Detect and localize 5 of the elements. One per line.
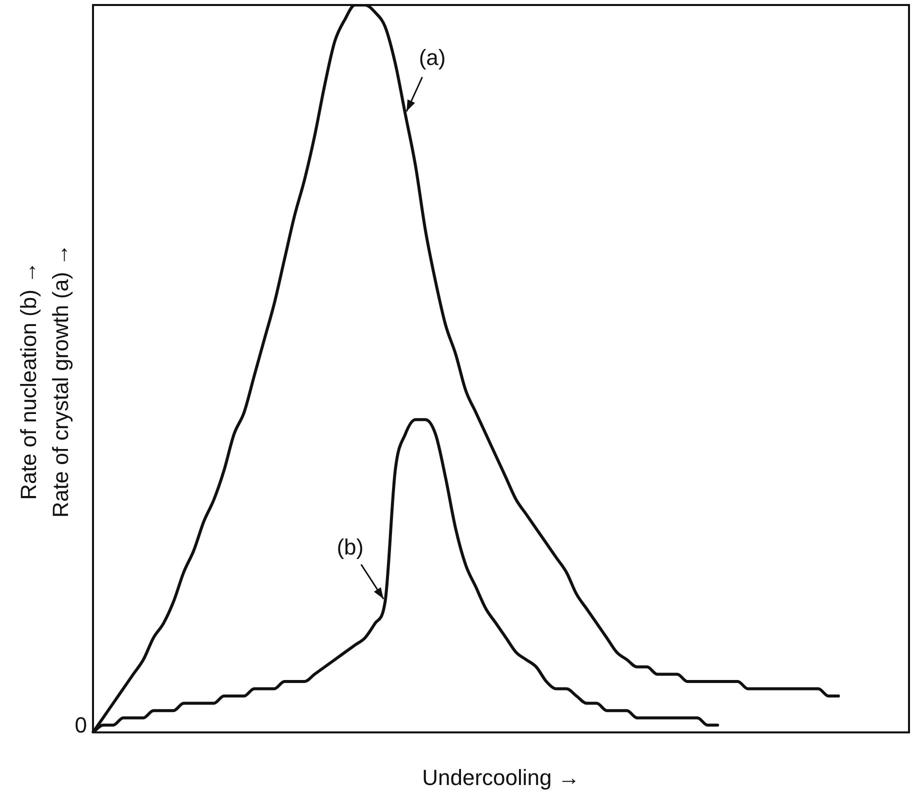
x-axis-title: Undercooling → [422,764,580,790]
y-axis-title: Rate of nucleation (b) → Rate of crystal growth (a) → [16,244,74,518]
text: 0 [74,712,87,738]
series-label: (a) [418,45,446,70]
series-label: (b) [336,534,364,560]
